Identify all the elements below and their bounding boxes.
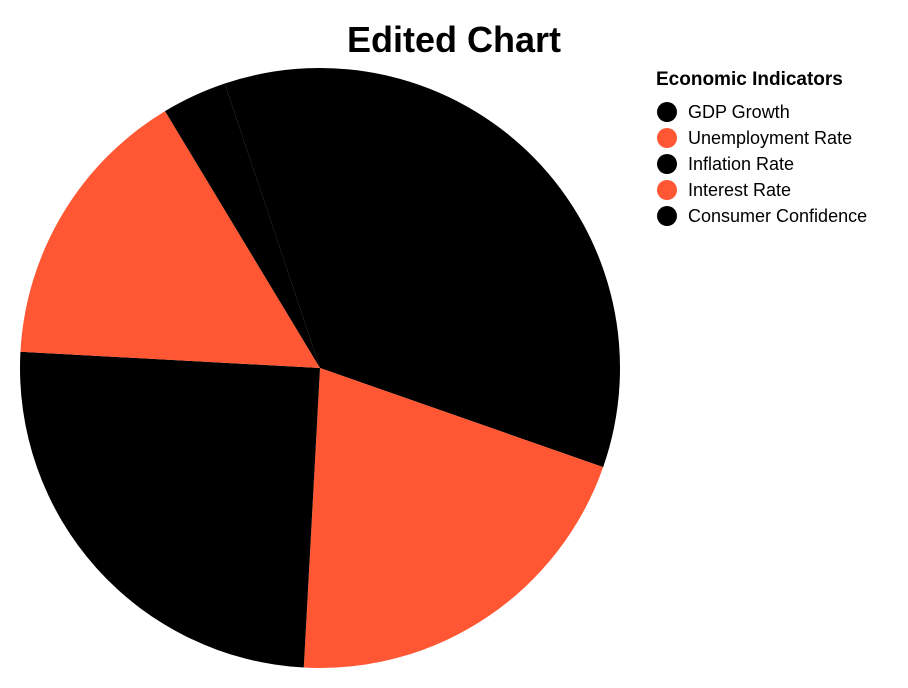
legend-title: Economic Indicators (656, 69, 843, 90)
legend-label: Unemployment Rate (688, 128, 852, 148)
legend-item-unemployment-rate: Unemployment Rate (657, 128, 852, 148)
legend-item-interest-rate: Interest Rate (657, 180, 791, 200)
pie-slice-interest-rate (20, 111, 320, 369)
pie-slice-gdp-growth (224, 67, 620, 468)
legend-item-inflation-rate: Inflation Rate (657, 154, 794, 174)
legend: Economic Indicators GDP Growth Unemployme… (656, 69, 867, 226)
pie-slice-unemployment-rate (303, 368, 604, 668)
pie-slice-consumer-confidence (165, 83, 320, 368)
legend-swatch (657, 180, 677, 200)
legend-swatch (657, 154, 677, 174)
legend-label: Inflation Rate (688, 154, 794, 174)
pie-slice-inflation-rate (20, 351, 321, 668)
pie-slices (20, 67, 620, 668)
legend-label: Interest Rate (688, 180, 791, 200)
legend-swatch (657, 206, 677, 226)
chart-title: Edited Chart (347, 19, 561, 60)
legend-item-consumer-confidence: Consumer Confidence (657, 206, 867, 226)
legend-label: GDP Growth (688, 102, 790, 122)
legend-label: Consumer Confidence (688, 206, 867, 226)
legend-swatch (657, 128, 677, 148)
legend-item-gdp-growth: GDP Growth (657, 102, 790, 122)
legend-items: GDP Growth Unemployment Rate Inflation Rat… (657, 102, 867, 226)
legend-swatch (657, 102, 677, 122)
